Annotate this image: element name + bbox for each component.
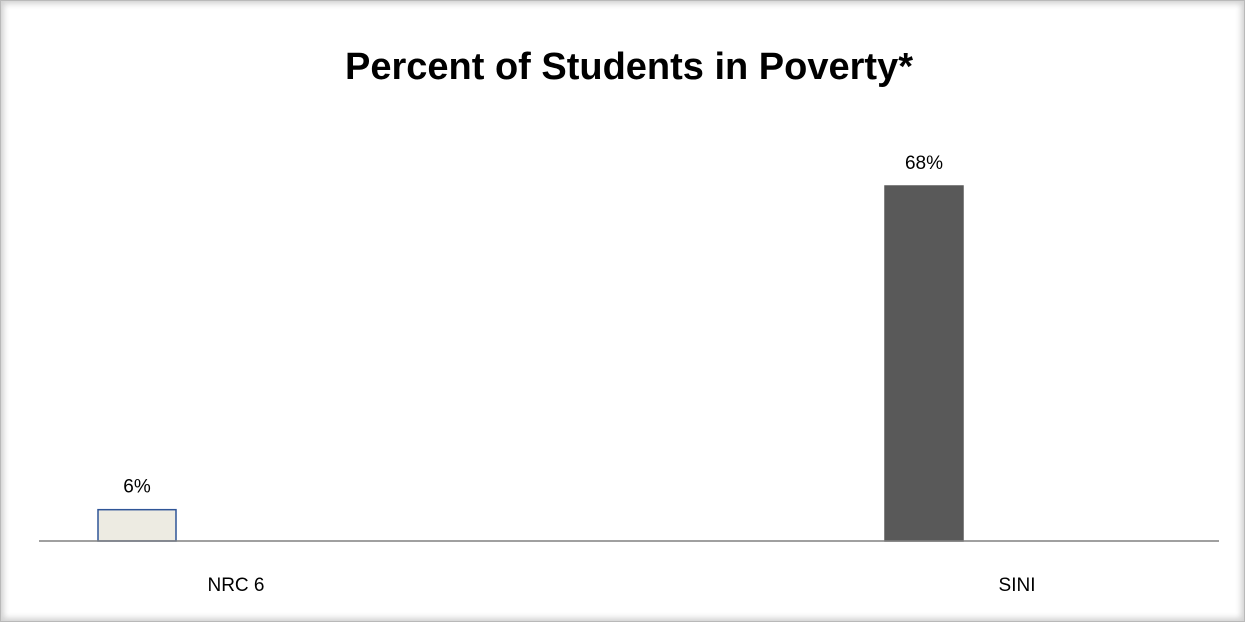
labels-layer: 6% 68% NRC 6 SINI xyxy=(123,153,1035,596)
bars-layer xyxy=(97,185,964,542)
category-label-sini: SINI xyxy=(999,575,1036,596)
data-label-sini: 68% xyxy=(905,153,943,174)
bar-sini xyxy=(884,185,964,542)
chart-title: Percent of Students in Poverty* xyxy=(345,46,913,88)
category-label-nrc-6: NRC 6 xyxy=(207,575,264,596)
bar-nrc-6 xyxy=(97,508,177,542)
data-label-nrc-6: 6% xyxy=(123,477,151,498)
